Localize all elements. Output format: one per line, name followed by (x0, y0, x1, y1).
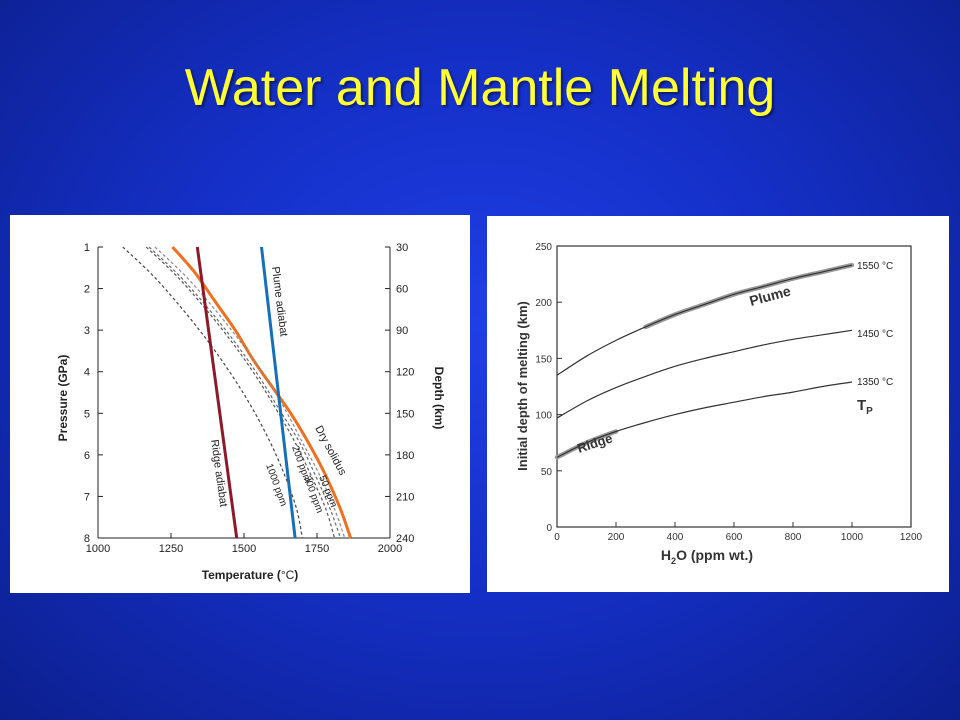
y2-tick-label: 120 (396, 367, 414, 379)
y-tick-label: 50 (541, 467, 553, 478)
y-tick-label: 5 (84, 408, 90, 420)
series-ridge-adiabat (195, 246, 239, 539)
y-tick-label: 100 (535, 411, 552, 422)
series-dry-solidus (171, 246, 353, 539)
y2-tick-label: 240 (396, 533, 414, 545)
series-1450c (556, 329, 853, 419)
x-tick-label: 1750 (305, 543, 329, 555)
y-tick-label: 150 (535, 354, 552, 365)
y-tick-label: 7 (84, 491, 90, 503)
ppm1000-label: 1000 ppm (263, 462, 289, 508)
pressure-temperature-chart: 1000 1250 1500 1750 2000 1 2 3 4 5 6 7 8 30 60 90 120 150… (56, 242, 446, 582)
x-tick-label: 600 (726, 532, 743, 543)
series-1000-ppm (122, 246, 303, 539)
x-tick-label: 1000 (841, 532, 864, 543)
x-tick-label: 400 (667, 532, 684, 543)
series-300-ppm (148, 246, 341, 539)
t1450-label: 1450 °C (857, 329, 893, 340)
x-axis-label-right: H2O (ppm wt.) (661, 547, 753, 566)
x-tick-label: 800 (785, 532, 802, 543)
melting-depth-chart: 0 200 400 600 800 1000 1200 0 50 100 150 200 250 155… (515, 242, 923, 566)
y2-tick-label: 150 (396, 408, 414, 420)
y-tick-label: 0 (546, 523, 552, 534)
y2-tick-label: 210 (396, 491, 414, 503)
series-1350c (556, 381, 853, 458)
y2-axis-label-left: Depth (km) (432, 367, 446, 430)
y-tick-label: 2 (84, 284, 90, 296)
y-tick-label: 4 (84, 367, 90, 379)
y-axis-label-left: Pressure (GPa) (56, 355, 70, 442)
series-50-ppm (154, 246, 346, 539)
x-tick-label: 1500 (232, 543, 256, 555)
series-1550c (556, 264, 853, 376)
slide-title: Water and Mantle Melting (184, 59, 776, 117)
series-plume-adiabat (260, 246, 297, 539)
pressure-temperature-chart-panel: 1000 1250 1500 1750 2000 1 2 3 4 5 6 7 8 30 60 90 120 150… (10, 215, 470, 593)
x-tick-label: 1250 (159, 543, 183, 555)
melting-depth-chart-panel: 0 200 400 600 800 1000 1200 0 50 100 150 200 250 155… (487, 216, 949, 592)
y-tick-label: 250 (535, 242, 552, 253)
x-tick-label: 0 (554, 532, 560, 543)
y2-tick-label: 30 (396, 242, 408, 254)
t1550-label: 1550 °C (857, 261, 893, 272)
series-200-ppm (145, 246, 336, 539)
ppm200-label: 200 ppm (289, 444, 313, 484)
y-tick-label: 1 (84, 242, 90, 254)
y-tick-label: 8 (84, 533, 90, 545)
ridge-label: Ridge (575, 430, 614, 455)
y-tick-label: 3 (84, 325, 90, 337)
x-tick-label: 1200 (900, 532, 923, 543)
y2-tick-label: 60 (396, 284, 408, 296)
x-axis-label-left: Temperature (°C) (202, 568, 299, 582)
dry-solidus-label: Dry solidus (312, 424, 348, 478)
x-tick-label: 2000 (378, 543, 402, 555)
y-axis-label-right: Initial depth of melting (km) (515, 301, 530, 471)
x-tick-label: 200 (608, 532, 625, 543)
y-tick-label: 6 (84, 450, 90, 462)
y2-tick-label: 90 (396, 325, 408, 337)
y-tick-label: 200 (535, 298, 552, 309)
x-tick-label: 1000 (86, 543, 110, 555)
t1350-label: 1350 °C (857, 377, 893, 388)
tp-label: TP (857, 397, 873, 417)
y2-tick-label: 180 (396, 450, 414, 462)
plume-label: Plume (748, 283, 793, 309)
